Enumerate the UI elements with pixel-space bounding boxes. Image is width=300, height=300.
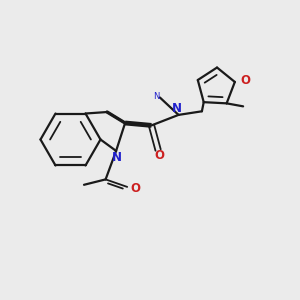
Text: N: N	[112, 151, 122, 164]
Text: O: O	[131, 182, 141, 195]
Text: O: O	[154, 149, 165, 162]
Text: N: N	[153, 92, 160, 100]
Text: O: O	[240, 74, 250, 87]
Text: N: N	[172, 102, 182, 115]
